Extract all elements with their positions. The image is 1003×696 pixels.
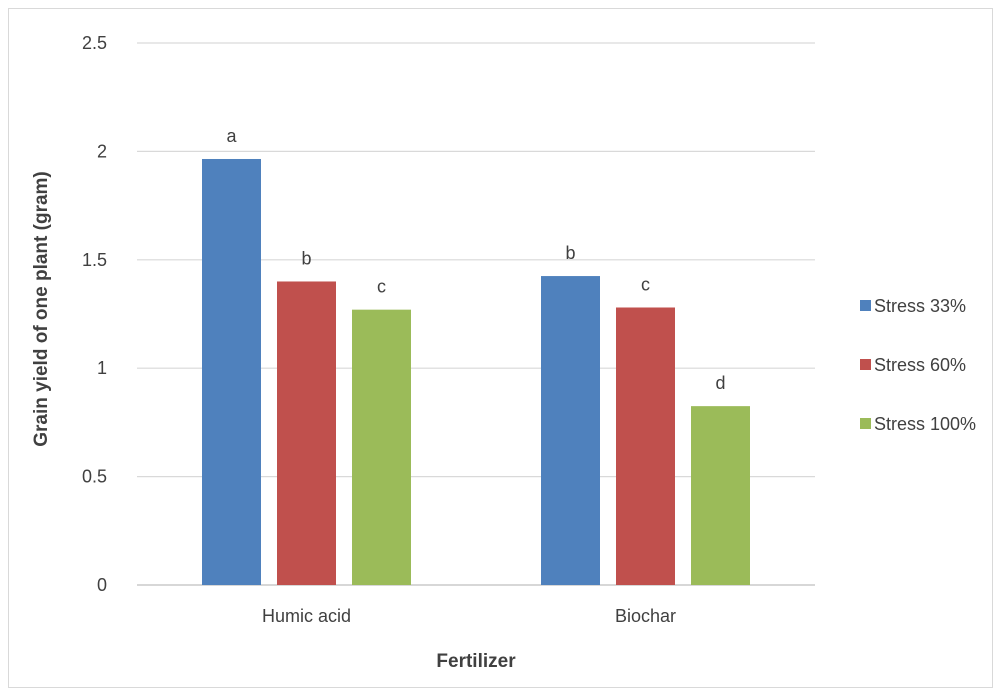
bar-data-label: b	[565, 243, 575, 263]
legend: Stress 33% Stress 60% Stress 100%	[860, 296, 976, 434]
y-tick-label: 0.5	[82, 467, 107, 487]
bars	[202, 158, 750, 585]
y-axis-ticks: 0 0.5 1 1.5 2 2.5	[82, 33, 107, 595]
bar-data-label: b	[301, 248, 311, 268]
y-tick-label: 0	[97, 575, 107, 595]
legend-label: Stress 33%	[874, 296, 966, 316]
legend-swatch	[860, 300, 871, 311]
x-tick-label: Biochar	[615, 606, 676, 626]
y-tick-label: 1	[97, 358, 107, 378]
y-tick-label: 2	[97, 141, 107, 161]
bar-data-label: c	[377, 277, 386, 297]
legend-swatch	[860, 359, 871, 370]
bar	[202, 158, 261, 585]
bar	[541, 276, 600, 585]
bar-data-label: d	[715, 373, 725, 393]
x-tick-label: Humic acid	[262, 606, 351, 626]
bar-labels: a b c b c d	[226, 126, 725, 393]
y-tick-label: 2.5	[82, 33, 107, 53]
bar	[352, 309, 411, 585]
x-axis-title: Fertilizer	[436, 651, 516, 672]
x-axis-ticks: Humic acid Biochar	[262, 606, 676, 626]
chart-frame	[8, 8, 993, 688]
bar	[616, 307, 675, 585]
y-tick-label: 1.5	[82, 250, 107, 270]
y-axis-title: Grain yield of one plant (gram)	[31, 171, 52, 447]
bar-data-label: c	[641, 274, 650, 294]
legend-label: Stress 60%	[874, 355, 966, 375]
legend-label: Stress 100%	[874, 414, 976, 434]
legend-swatch	[860, 418, 871, 429]
bar-data-label: a	[226, 126, 237, 146]
bar	[691, 406, 750, 585]
bar	[277, 281, 336, 585]
